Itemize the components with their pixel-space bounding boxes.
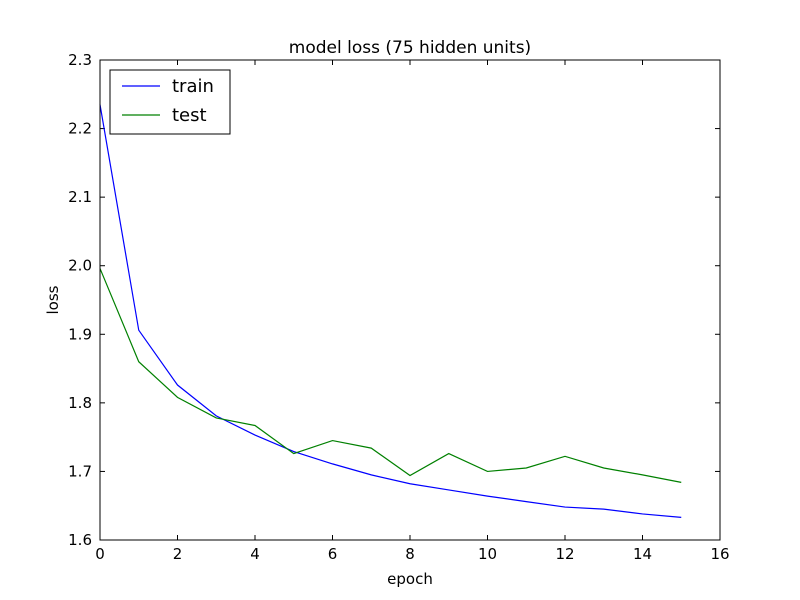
axis-ticks: 0 2 4 6 8 10 12 14 16 1.6 1.7 1.8 1.9 2.0 2.1 2.2 2.3 — [68, 51, 729, 563]
y-tick-label-4: 2.0 — [68, 257, 92, 275]
y-axis-label: loss — [44, 285, 62, 314]
x-tick-label-1: 2 — [173, 545, 183, 563]
x-tick-label-0: 0 — [95, 545, 105, 563]
y-tick-label-1: 1.7 — [68, 462, 92, 480]
x-axis-label: epoch — [387, 570, 433, 588]
series-line-train — [99, 104, 682, 518]
y-tick-label-6: 2.2 — [68, 120, 92, 138]
x-tick-label-3: 6 — [328, 545, 338, 563]
x-tick-label-2: 4 — [250, 545, 260, 563]
plot-frame — [99, 59, 721, 541]
y-tick-label-7: 2.3 — [68, 51, 92, 69]
x-tick-label-7: 14 — [633, 545, 652, 563]
y-tick-label-5: 2.1 — [68, 188, 92, 206]
series-line-test — [99, 268, 682, 483]
y-tick-label-3: 1.9 — [68, 325, 92, 343]
chart-title: model loss (75 hidden units) — [289, 38, 531, 58]
y-tick-label-0: 1.6 — [68, 531, 92, 549]
x-tick-label-5: 10 — [478, 545, 497, 563]
x-tick-label-8: 16 — [710, 545, 729, 563]
y-tick-label-2: 1.8 — [68, 394, 92, 412]
series-group — [99, 104, 682, 518]
x-tick-label-4: 8 — [405, 545, 415, 563]
legend-label-test: test — [172, 105, 207, 126]
legend-label-train: train — [172, 76, 214, 97]
x-tick-label-6: 12 — [555, 545, 574, 563]
legend: train test — [109, 69, 231, 135]
legend-box — [109, 69, 231, 135]
